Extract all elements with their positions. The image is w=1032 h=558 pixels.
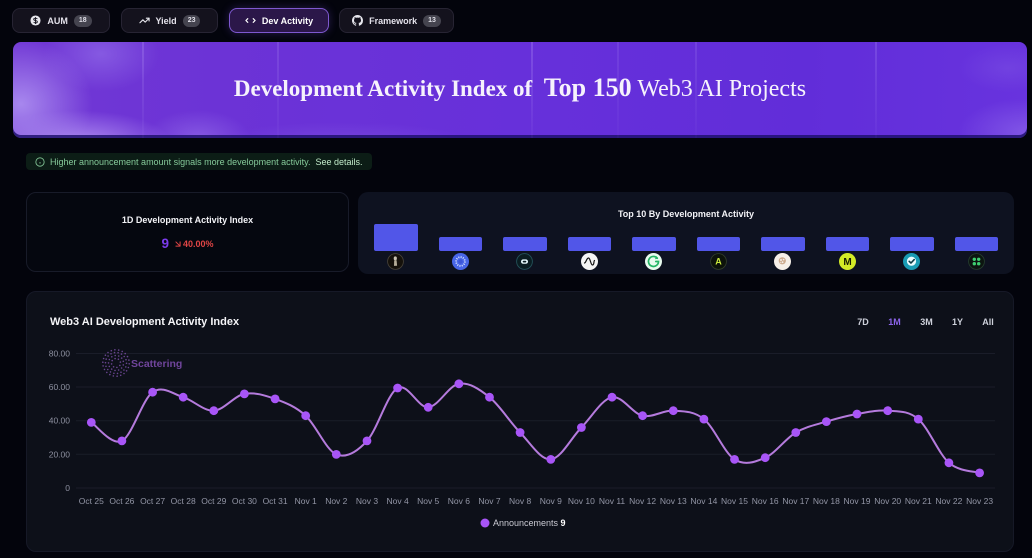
svg-text:Nov 5: Nov 5 <box>417 496 439 506</box>
svg-text:Nov 22: Nov 22 <box>935 496 962 506</box>
svg-text:Nov 8: Nov 8 <box>509 496 531 506</box>
svg-text:Nov 21: Nov 21 <box>905 496 932 506</box>
svg-text:Nov 3: Nov 3 <box>356 496 378 506</box>
svg-text:Nov 1: Nov 1 <box>295 496 317 506</box>
svg-text:Nov 17: Nov 17 <box>782 496 809 506</box>
svg-text:Oct 27: Oct 27 <box>140 496 165 506</box>
svg-text:Nov 4: Nov 4 <box>386 496 408 506</box>
svg-text:60.00: 60.00 <box>49 382 71 392</box>
svg-text:Nov 10: Nov 10 <box>568 496 595 506</box>
svg-text:Nov 7: Nov 7 <box>478 496 500 506</box>
svg-text:Oct 28: Oct 28 <box>171 496 196 506</box>
svg-text:Nov 15: Nov 15 <box>721 496 748 506</box>
svg-text:Nov 9: Nov 9 <box>540 496 562 506</box>
svg-text:20.00: 20.00 <box>49 449 71 459</box>
svg-text:Oct 29: Oct 29 <box>201 496 226 506</box>
svg-text:Nov 14: Nov 14 <box>690 496 717 506</box>
svg-text:Scattering: Scattering <box>131 358 182 370</box>
svg-text:Nov 6: Nov 6 <box>448 496 470 506</box>
svg-text:Oct 25: Oct 25 <box>79 496 104 506</box>
svg-text:Nov 11: Nov 11 <box>599 496 626 506</box>
svg-text:Nov 23: Nov 23 <box>966 496 993 506</box>
svg-text:Oct 30: Oct 30 <box>232 496 257 506</box>
svg-text:Nov 19: Nov 19 <box>844 496 871 506</box>
svg-text:Nov 18: Nov 18 <box>813 496 840 506</box>
svg-text:Announcements 9: Announcements 9 <box>493 518 566 528</box>
svg-text:Nov 12: Nov 12 <box>629 496 656 506</box>
svg-text:A: A <box>715 256 722 266</box>
svg-text:Nov 2: Nov 2 <box>325 496 347 506</box>
svg-text:Nov 13: Nov 13 <box>660 496 687 506</box>
svg-text:Nov 16: Nov 16 <box>752 496 779 506</box>
svg-text:Oct 31: Oct 31 <box>263 496 288 506</box>
svg-text:80.00: 80.00 <box>49 349 71 359</box>
svg-text:0: 0 <box>65 483 70 493</box>
svg-text:M: M <box>843 257 851 268</box>
svg-text:Nov 20: Nov 20 <box>874 496 901 506</box>
svg-text:Oct 26: Oct 26 <box>109 496 134 506</box>
svg-text:40.00: 40.00 <box>49 416 71 426</box>
